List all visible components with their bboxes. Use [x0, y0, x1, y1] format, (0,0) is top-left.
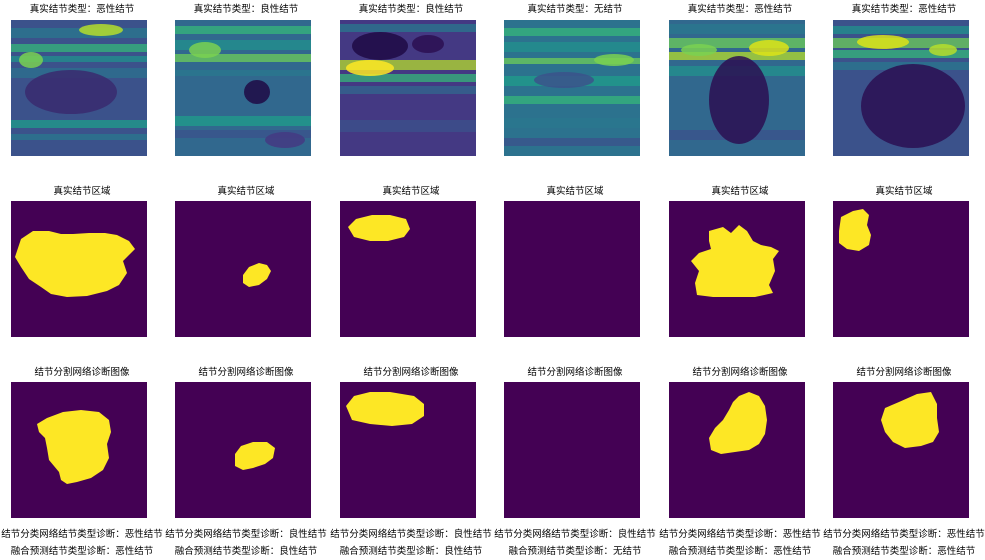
- tissue-region: [594, 54, 634, 66]
- predicted-mask-image: [833, 382, 969, 518]
- tissue-region: [412, 35, 444, 53]
- tissue-region: [709, 56, 769, 144]
- predicted-mask-title: 结节分割网络诊断图像: [483, 367, 667, 379]
- classification-diagnosis: 结节分类网络结节类型诊断：良性结节: [479, 529, 671, 541]
- ultrasound-title: 真实结节类型：良性结节: [319, 4, 503, 16]
- ultrasound-title: 真实结节类型：良性结节: [154, 4, 338, 16]
- predicted-mask-title: 结节分割网络诊断图像: [154, 367, 338, 379]
- tissue-region: [857, 35, 909, 49]
- predicted-mask-title: 结节分割网络诊断图像: [812, 367, 985, 379]
- result-column: 真实结节类型：良性结节真实结节区域结节分割网络诊断图像结节分类网络结节类型诊断：…: [164, 0, 328, 560]
- predicted-mask-title: 结节分割网络诊断图像: [648, 367, 832, 379]
- ultrasound-image: [175, 20, 311, 156]
- result-column: 真实结节类型：无结节真实结节区域结节分割网络诊断图像结节分类网络结节类型诊断：良…: [493, 0, 657, 560]
- tissue-band: [11, 44, 147, 52]
- tissue-band: [340, 24, 476, 32]
- tissue-region: [681, 44, 717, 56]
- ultrasound-image: [504, 20, 640, 156]
- ultrasound-image: [669, 20, 805, 156]
- tissue-band: [669, 24, 805, 34]
- tissue-band: [504, 28, 640, 36]
- result-column: 真实结节类型：恶性结节真实结节区域结节分割网络诊断图像结节分类网络结节类型诊断：…: [822, 0, 985, 560]
- mask-background: [175, 201, 311, 337]
- ultrasound-background: [504, 20, 640, 156]
- ultrasound-title: 真实结节类型：恶性结节: [648, 4, 832, 16]
- tissue-band: [11, 134, 147, 140]
- tissue-band: [504, 42, 640, 52]
- ultrasound-image: [833, 20, 969, 156]
- predicted-mask-image: [175, 382, 311, 518]
- tissue-band: [340, 120, 476, 132]
- true-mask-title: 真实结节区域: [319, 186, 503, 198]
- ultrasound-title: 真实结节类型：恶性结节: [812, 4, 985, 16]
- tissue-region: [79, 24, 123, 36]
- tissue-region: [352, 32, 408, 60]
- true-mask-title: 真实结节区域: [154, 186, 338, 198]
- tissue-region: [265, 132, 305, 148]
- true-mask-image: [175, 201, 311, 337]
- true-mask-title: 真实结节区域: [812, 186, 985, 198]
- fused-diagnosis: 融合预测结节类型诊断：良性结节: [150, 546, 342, 558]
- tissue-band: [175, 70, 311, 76]
- tissue-region: [19, 52, 43, 68]
- tissue-region: [25, 70, 117, 114]
- tissue-region: [244, 80, 270, 104]
- classification-diagnosis: 结节分类网络结节类型诊断：恶性结节: [808, 529, 985, 541]
- true-mask-image: [669, 201, 805, 337]
- tissue-band: [11, 120, 147, 128]
- tissue-region: [534, 72, 594, 88]
- tissue-band: [833, 26, 969, 34]
- true-mask-image: [340, 201, 476, 337]
- fused-diagnosis: 融合预测结节类型诊断：无结节: [479, 546, 671, 558]
- ultrasound-image: [11, 20, 147, 156]
- result-column: 真实结节类型：恶性结节真实结节区域结节分割网络诊断图像结节分类网络结节类型诊断：…: [658, 0, 822, 560]
- tissue-band: [504, 138, 640, 146]
- tissue-band: [340, 86, 476, 94]
- tissue-band: [175, 116, 311, 126]
- result-column: 真实结节类型：良性结节真实结节区域结节分割网络诊断图像结节分类网络结节类型诊断：…: [329, 0, 493, 560]
- tissue-band: [11, 28, 147, 38]
- mask-background: [504, 382, 640, 518]
- ultrasound-title: 真实结节类型：无结节: [483, 4, 667, 16]
- true-mask-image: [504, 201, 640, 337]
- mask-background: [504, 201, 640, 337]
- tissue-band: [175, 26, 311, 34]
- ultrasound-image: [340, 20, 476, 156]
- true-mask-image: [11, 201, 147, 337]
- predicted-mask-image: [11, 382, 147, 518]
- true-mask-image: [833, 201, 969, 337]
- result-column: 真实结节类型：恶性结节真实结节区域结节分割网络诊断图像结节分类网络结节类型诊断：…: [0, 0, 164, 560]
- tissue-band: [504, 96, 640, 104]
- classification-diagnosis: 结节分类网络结节类型诊断：良性结节: [150, 529, 342, 541]
- predicted-mask-title: 结节分割网络诊断图像: [319, 367, 503, 379]
- tissue-region: [749, 40, 789, 56]
- predicted-mask-image: [669, 382, 805, 518]
- predicted-mask-title: 结节分割网络诊断图像: [0, 367, 174, 379]
- predicted-mask-image: [340, 382, 476, 518]
- predicted-nodule-region: [346, 392, 424, 426]
- ultrasound-title: 真实结节类型：恶性结节: [0, 4, 174, 16]
- nodule-region: [348, 215, 410, 241]
- tissue-band: [504, 118, 640, 128]
- tissue-region: [861, 64, 965, 148]
- tissue-region: [346, 60, 394, 76]
- tissue-region: [929, 44, 957, 56]
- tissue-region: [189, 42, 221, 58]
- true-mask-title: 真实结节区域: [483, 186, 667, 198]
- true-mask-title: 真实结节区域: [648, 186, 832, 198]
- fused-diagnosis: 融合预测结节类型诊断：恶性结节: [808, 546, 985, 558]
- true-mask-title: 真实结节区域: [0, 186, 174, 198]
- predicted-mask-image: [504, 382, 640, 518]
